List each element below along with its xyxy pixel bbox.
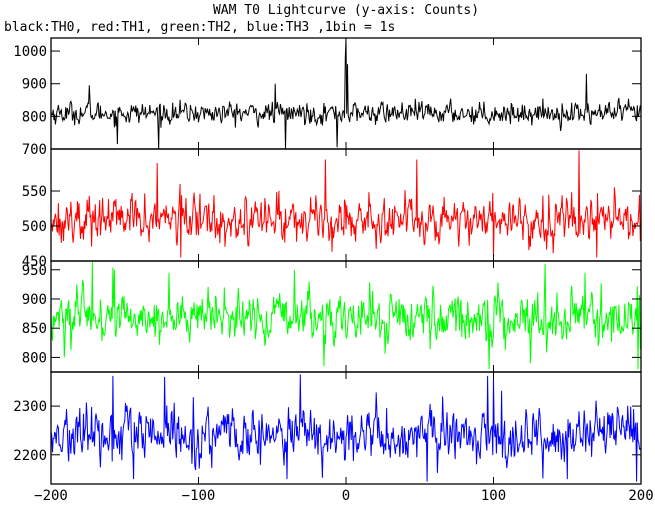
y-tick-label: 800 [22,109,47,125]
y-tick-label: 950 [22,263,47,279]
panel-frame [50,371,642,485]
panel-th1: 450 500 550 [22,148,642,270]
y-tick-label: 1000 [13,44,47,60]
series-th0-line [50,37,642,150]
x-axis: −200 −100 0 100 200 [34,488,654,504]
y-tick-label: 850 [22,321,47,337]
series-th2-line [50,260,642,370]
x-tick-label: −200 [34,488,68,504]
y-tick-label: 2300 [13,399,47,415]
y-tick-label: 900 [22,292,47,308]
x-tick-label: 0 [342,488,350,504]
series-th3-line [50,374,642,482]
y-tick-label: 700 [22,142,47,158]
x-tick-label: 100 [481,488,506,504]
panel-th0: 700 800 900 1000 [13,37,642,158]
y-tick-label: 2200 [13,448,47,464]
x-tick-label: 200 [628,488,653,504]
chart-subtitle: black:TH0, red:TH1, green:TH2, blue:TH3 … [4,20,395,35]
chart-title: WAM T0 Lightcurve (y-axis: Counts) [213,3,479,18]
panel-th2: 800 850 900 950 [22,260,642,373]
y-tick-label: 800 [22,350,47,366]
x-tick-label: −100 [182,488,216,504]
series-th1-line [50,150,642,258]
y-tick-label: 500 [22,219,47,235]
panels-group: 700 800 900 1000 450 500 550 800 850 900 950 2200 23… [13,37,642,485]
y-tick-label: 900 [22,77,47,93]
panel-th3: 2200 2300 [13,371,642,485]
y-tick-label: 450 [22,254,47,270]
y-tick-label: 550 [22,184,47,200]
